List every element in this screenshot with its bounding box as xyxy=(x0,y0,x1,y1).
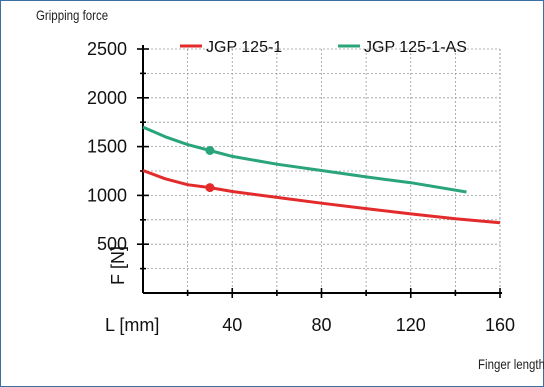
y-tick-label: 2000 xyxy=(87,88,127,108)
legend: JGP 125-1 JGP 125-1-AS xyxy=(180,39,467,56)
x-tick-label: 80 xyxy=(311,315,331,335)
x-tick-label: 160 xyxy=(485,315,515,335)
y-tick-label: 2500 xyxy=(87,39,127,59)
legend-label-2: JGP 125-1-AS xyxy=(364,39,467,56)
y-axis-label: F [N] xyxy=(108,246,128,285)
x-tick-label: 40 xyxy=(222,315,242,335)
grid xyxy=(143,48,501,293)
series-group xyxy=(142,125,501,225)
y-tick-label: 500 xyxy=(97,234,127,254)
x-axis-caption: Finger length xyxy=(478,356,544,372)
legend-label-1: JGP 125-1 xyxy=(206,39,282,56)
series-marker-2 xyxy=(205,146,215,156)
chart-title: Gripping force xyxy=(36,7,109,23)
axes: 500 1000 1500 2000 2500 40 80 120 160 xyxy=(87,39,515,335)
x-tick-label: 120 xyxy=(396,315,426,335)
series-line-1 xyxy=(142,169,501,225)
y-tick-label: 1500 xyxy=(87,137,127,157)
y-tick-label: 1000 xyxy=(87,185,127,205)
x-axis-label: L [mm] xyxy=(105,315,159,335)
series-line-2 xyxy=(142,125,467,194)
series-marker-1 xyxy=(205,183,215,193)
